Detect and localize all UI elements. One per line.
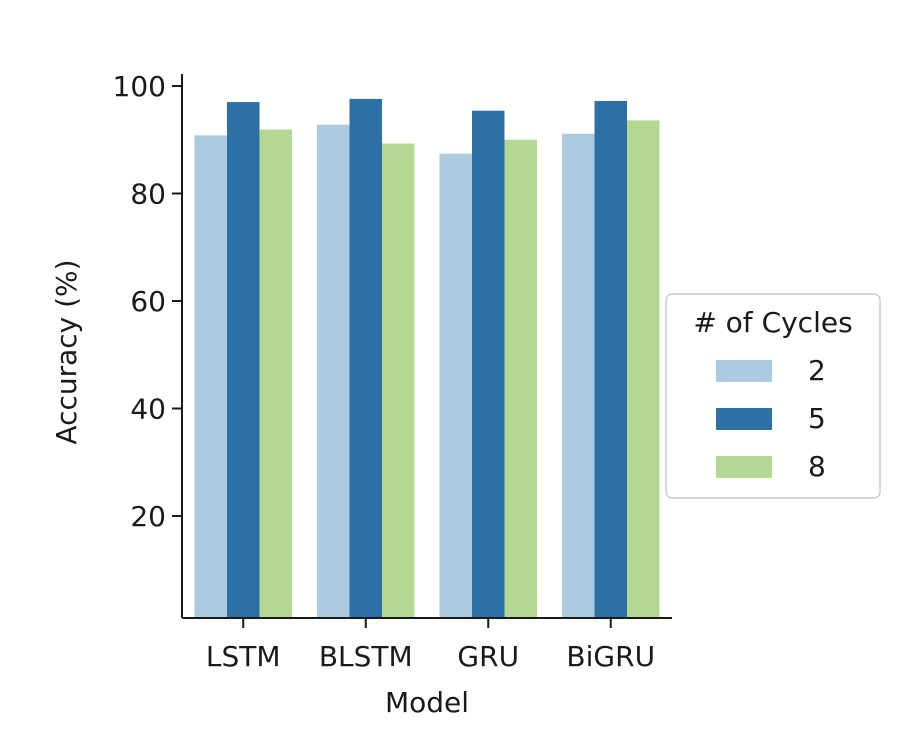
x-tick-label-blstm: BLSTM [319,640,413,673]
bars-group [194,98,660,619]
y-tick-label: 60 [130,285,166,318]
x-tick-label-gru: GRU [457,640,519,673]
x-tick-label-lstm: LSTM [206,640,281,673]
y-tick-label: 80 [130,178,166,211]
legend-swatch-5 [716,408,772,430]
bar-lstm-cycles-8 [259,129,292,618]
x-ticks-group: LSTM BLSTM GRU BiGRU [206,618,655,673]
bar-blstm-cycles-5 [349,98,382,618]
x-axis-title: Model [385,686,469,719]
bar-gru-cycles-5 [472,110,505,618]
axes-group [181,74,672,619]
x-tick-label-bigru: BiGRU [566,640,655,673]
bar-lstm-cycles-5 [227,102,260,619]
legend-label-2: 2 [808,354,826,387]
bar-lstm-cycles-2 [194,135,227,618]
bar-blstm-cycles-8 [382,143,415,618]
y-tick-label: 20 [130,500,166,533]
legend-title: # of Cycles [693,306,852,339]
legend: # of Cycles 2 5 8 [665,293,881,499]
y-ticks-group: 20 40 60 80 100 [113,70,182,533]
y-tick-label: 100 [113,70,166,103]
legend-label-5: 5 [808,402,826,435]
bar-gru-cycles-2 [439,153,472,618]
bar-bigru-cycles-5 [594,101,627,618]
y-axis-title: Accuracy (%) [50,259,83,444]
legend-box [665,293,881,499]
bar-bigru-cycles-8 [627,120,660,619]
legend-items: 2 5 8 [716,354,826,483]
bar-blstm-cycles-2 [317,124,350,618]
y-tick-label: 40 [130,393,166,426]
bar-gru-cycles-8 [504,139,537,619]
bar-bigru-cycles-2 [562,133,595,619]
legend-swatch-8 [716,456,772,478]
legend-swatch-2 [716,360,772,382]
legend-label-8: 8 [808,450,826,483]
